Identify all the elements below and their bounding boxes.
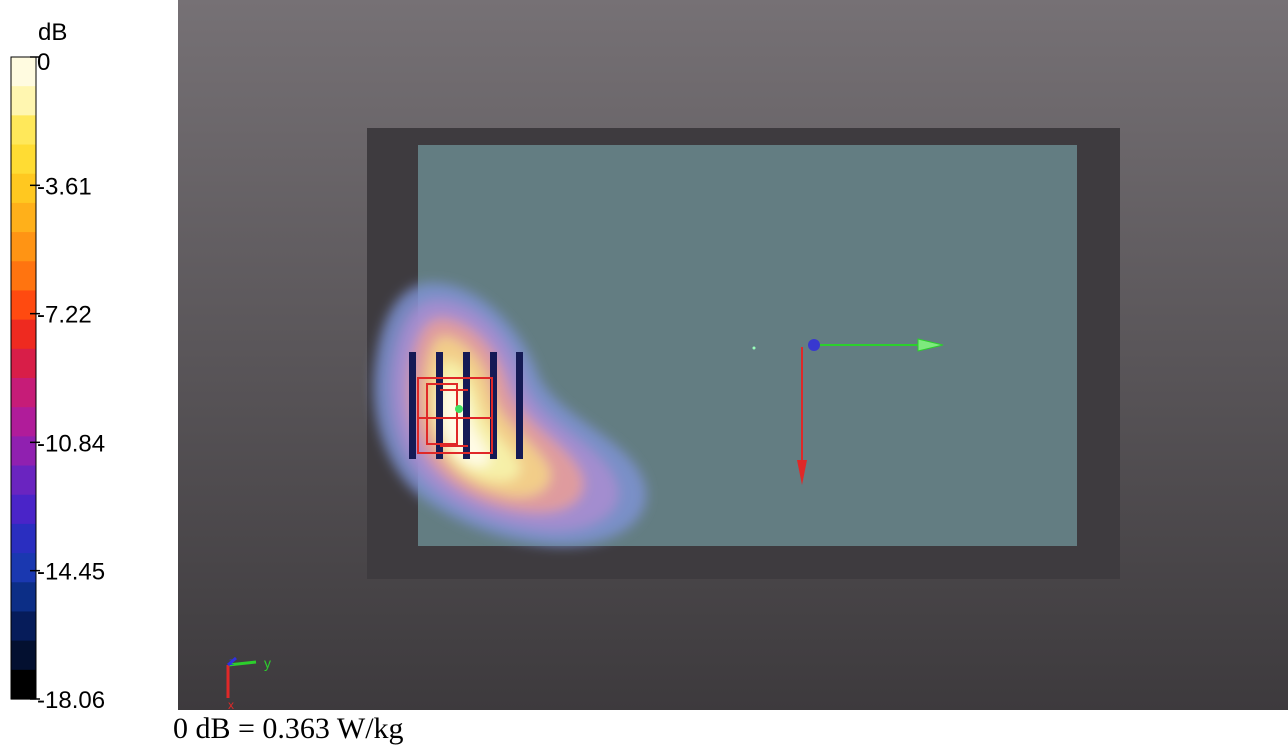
- colorbar-tick-label: -3.61: [37, 173, 92, 200]
- colorbar-segment: [11, 290, 36, 321]
- colorbar-segment: [11, 465, 36, 496]
- colorbar-segment: [11, 407, 36, 437]
- triad-x-label: x: [228, 698, 234, 710]
- colorbar-segment: [11, 494, 36, 525]
- antenna-bar: [516, 352, 523, 459]
- antenna-bar: [409, 352, 416, 459]
- sar-scene: y x z: [178, 0, 1288, 712]
- triad-z-line: [227, 656, 237, 667]
- colorbar-segment: [11, 202, 36, 233]
- colorbar-unit: dB: [38, 19, 67, 46]
- colorbar-tick-label: -14.45: [37, 559, 105, 586]
- colorbar-tick-label: -10.84: [37, 430, 105, 457]
- scene-axes: [752, 338, 944, 485]
- colorbar-segment: [11, 144, 36, 175]
- colorbar-segment: [11, 582, 36, 613]
- colorbar-border: [10, 56, 37, 700]
- reference-level-note: 0 dB = 0.363 W/kg: [173, 712, 404, 745]
- colorbar-segment: [11, 86, 36, 116]
- colorbar-segment: [11, 261, 36, 292]
- triad-y-line: [227, 660, 257, 667]
- feed-outline: [417, 377, 493, 454]
- antenna-array: [409, 352, 523, 459]
- colorbar-segment: [11, 553, 36, 583]
- colorbar-segment: [11, 57, 36, 87]
- colorbar-segment: [11, 378, 36, 408]
- colorbar-tick-label: 0: [37, 49, 50, 76]
- colorbar-segment: [11, 523, 36, 554]
- antenna-bar: [463, 352, 470, 459]
- triad-z-label: z: [229, 657, 234, 668]
- y-axis-arrow: [917, 338, 944, 352]
- colorbar-segment: [11, 115, 36, 146]
- colorbar-segment: [11, 348, 36, 379]
- colorbar-segment: [11, 232, 36, 262]
- colorbar-segment: [11, 611, 36, 642]
- colorbar: dB 0 -3.61 -7.22 -10.84 -14.45 -18.06: [0, 0, 178, 714]
- colorbar-segment: [11, 640, 36, 671]
- colorbar-segment: [11, 436, 36, 467]
- feed-point: [455, 405, 463, 413]
- triad-y-label: y: [264, 655, 271, 671]
- center-dot: [752, 346, 756, 350]
- colorbar-segment: [11, 669, 36, 700]
- z-axis-marker: [808, 339, 820, 351]
- antenna-bar: [436, 352, 443, 459]
- colorbar-scale: dB 0 -3.61 -7.22 -10.84 -14.45 -18.06: [10, 19, 105, 714]
- colorbar-segment: [11, 173, 36, 204]
- orientation-triad: y x z: [226, 655, 271, 712]
- x-axis-arrow: [797, 460, 807, 485]
- colorbar-tick-label: -7.22: [37, 302, 92, 329]
- colorbar-tick-label: -18.06: [37, 687, 105, 710]
- colorbar-segment: [11, 319, 36, 350]
- antenna-bar: [490, 352, 497, 459]
- 3d-viewport[interactable]: y x z: [178, 0, 1288, 712]
